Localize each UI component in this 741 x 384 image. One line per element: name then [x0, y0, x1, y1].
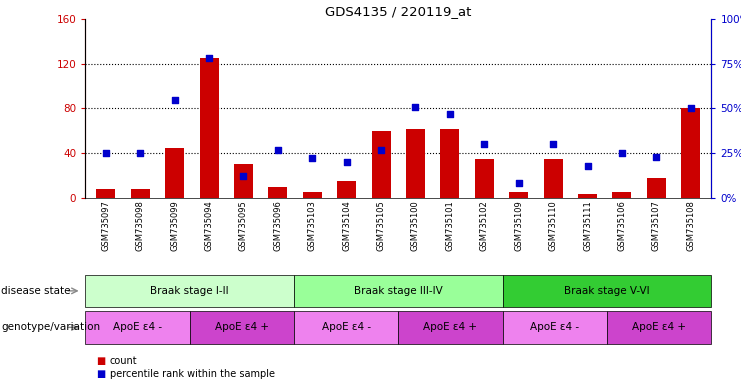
- Bar: [647, 178, 665, 198]
- Text: percentile rank within the sample: percentile rank within the sample: [110, 369, 275, 379]
- Point: [547, 141, 559, 147]
- Text: GSM735111: GSM735111: [583, 200, 592, 251]
- Text: Braak stage V-VI: Braak stage V-VI: [564, 286, 650, 296]
- Text: GSM735096: GSM735096: [273, 200, 282, 251]
- Point: [100, 150, 112, 156]
- Text: ApoE ε4 +: ApoE ε4 +: [423, 322, 477, 333]
- Bar: [294, 275, 502, 307]
- Bar: [372, 131, 391, 198]
- Text: GSM735099: GSM735099: [170, 200, 179, 251]
- Text: GSM735105: GSM735105: [376, 200, 385, 251]
- Bar: [578, 194, 597, 198]
- Bar: [406, 129, 425, 198]
- Bar: [544, 159, 562, 198]
- Text: GSM735097: GSM735097: [102, 200, 110, 251]
- Point: [410, 104, 422, 110]
- Bar: [85, 275, 294, 307]
- Text: GSM735109: GSM735109: [514, 200, 523, 251]
- Bar: [607, 311, 711, 344]
- Bar: [475, 159, 494, 198]
- Point: [582, 162, 594, 169]
- Bar: [399, 311, 502, 344]
- Text: ApoE ε4 +: ApoE ε4 +: [632, 322, 686, 333]
- Point: [306, 156, 318, 162]
- Point: [238, 173, 250, 179]
- Text: GSM735108: GSM735108: [686, 200, 695, 251]
- Bar: [502, 275, 711, 307]
- Point: [685, 106, 697, 112]
- Bar: [509, 192, 528, 198]
- Bar: [85, 311, 190, 344]
- Bar: [190, 311, 294, 344]
- Text: count: count: [110, 356, 137, 366]
- Text: GSM735102: GSM735102: [479, 200, 489, 251]
- Text: genotype/variation: genotype/variation: [1, 322, 101, 333]
- Text: Braak stage I-II: Braak stage I-II: [150, 286, 229, 296]
- Point: [169, 96, 181, 103]
- Point: [616, 150, 628, 156]
- Bar: [681, 109, 700, 198]
- Text: GSM735104: GSM735104: [342, 200, 351, 251]
- Text: disease state: disease state: [1, 286, 71, 296]
- Text: ApoE ε4 +: ApoE ε4 +: [215, 322, 269, 333]
- Title: GDS4135 / 220119_at: GDS4135 / 220119_at: [325, 5, 471, 18]
- Point: [513, 180, 525, 187]
- Text: GSM735107: GSM735107: [652, 200, 661, 251]
- Point: [479, 141, 491, 147]
- Bar: [199, 58, 219, 198]
- Bar: [303, 192, 322, 198]
- Text: GSM735106: GSM735106: [617, 200, 626, 251]
- Text: GSM735110: GSM735110: [548, 200, 558, 251]
- Bar: [131, 189, 150, 198]
- Text: GSM735098: GSM735098: [136, 200, 144, 251]
- Bar: [96, 189, 116, 198]
- Text: GSM735094: GSM735094: [205, 200, 213, 251]
- Bar: [294, 311, 398, 344]
- Text: Braak stage III-IV: Braak stage III-IV: [354, 286, 442, 296]
- Bar: [613, 192, 631, 198]
- Bar: [502, 311, 607, 344]
- Bar: [337, 181, 356, 198]
- Bar: [165, 147, 184, 198]
- Text: ApoE ε4 -: ApoE ε4 -: [531, 322, 579, 333]
- Text: GSM735103: GSM735103: [308, 200, 317, 251]
- Text: GSM735095: GSM735095: [239, 200, 248, 251]
- Bar: [268, 187, 288, 198]
- Text: ■: ■: [96, 369, 105, 379]
- Bar: [234, 164, 253, 198]
- Text: ApoE ε4 -: ApoE ε4 -: [322, 322, 370, 333]
- Text: ApoE ε4 -: ApoE ε4 -: [113, 322, 162, 333]
- Text: GSM735101: GSM735101: [445, 200, 454, 251]
- Point: [651, 154, 662, 160]
- Text: GSM735100: GSM735100: [411, 200, 420, 251]
- Bar: [440, 129, 459, 198]
- Text: ■: ■: [96, 356, 105, 366]
- Point: [341, 159, 353, 165]
- Point: [203, 55, 215, 61]
- Point: [134, 150, 146, 156]
- Point: [444, 111, 456, 117]
- Point: [375, 146, 387, 152]
- Point: [272, 146, 284, 152]
